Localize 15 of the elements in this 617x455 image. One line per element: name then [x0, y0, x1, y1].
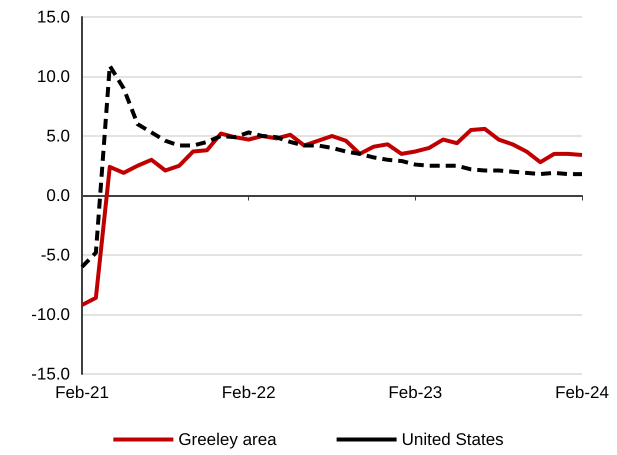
y-tick-label: 5.0 [46, 126, 70, 146]
y-tick-label: 0.0 [46, 186, 70, 205]
x-tick-label: Feb-22 [222, 383, 276, 402]
y-tick-label: 15.0 [36, 8, 70, 26]
y-tick-label: -5.0 [40, 246, 70, 264]
x-tick-label: Feb-21 [55, 383, 109, 402]
legend-label: Greeley area [178, 430, 278, 449]
y-tick-label: -10.0 [31, 305, 70, 324]
line-series [80, 64, 584, 269]
y-tick-label: -15.0 [31, 364, 70, 384]
line-series [80, 126, 584, 307]
legend-label: United States [402, 430, 504, 449]
x-tick-label: Feb-24 [555, 383, 609, 402]
y-tick-label: 10.0 [36, 67, 70, 86]
x-tick-label: Feb-23 [388, 383, 442, 402]
